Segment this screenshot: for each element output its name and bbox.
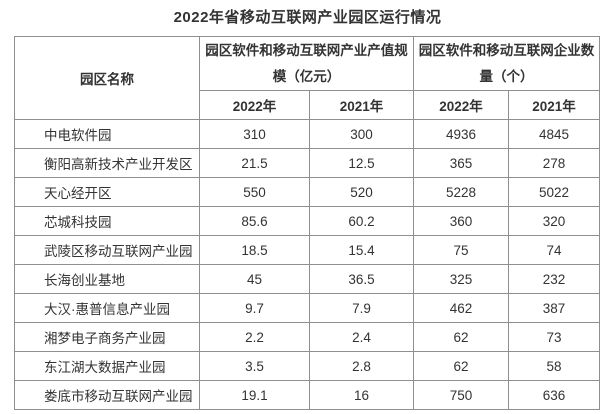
- park-name-cell: 大汉·惠普信息产业园: [14, 293, 200, 323]
- value-cell: 360: [413, 206, 509, 236]
- year-header-companies-2021: 2021年: [508, 90, 600, 120]
- table-row: 娄底市移动互联网产业园 19.1 16 750 636: [14, 380, 600, 410]
- value-cell: 58: [508, 351, 600, 381]
- park-name-header: 园区名称: [14, 36, 200, 120]
- page-title: 2022年省移动互联网产业园区运行情况: [173, 9, 442, 26]
- year-header-companies-2022: 2022年: [413, 90, 509, 120]
- table-row: 长海创业基地 45 36.5 325 232: [14, 264, 600, 294]
- park-name-cell: 中电软件园: [14, 119, 200, 149]
- table-row: 武陵区移动互联网产业园 18.5 15.4 75 74: [14, 235, 600, 265]
- value-cell: 85.6: [199, 206, 310, 236]
- value-cell: 2.8: [309, 351, 414, 381]
- table-row: 衡阳高新技术产业开发区 21.5 12.5 365 278: [14, 148, 600, 178]
- value-cell: 18.5: [199, 235, 310, 265]
- value-cell: 320: [508, 206, 600, 236]
- table-row: 天心经开区 550 520 5228 5022: [14, 177, 600, 207]
- park-name-cell: 武陵区移动互联网产业园: [14, 235, 200, 265]
- value-cell: 520: [309, 177, 414, 207]
- table-row: 大汉·惠普信息产业园 9.7 7.9 462 387: [14, 293, 600, 323]
- value-cell: 4936: [413, 119, 509, 149]
- value-cell: 232: [508, 264, 600, 294]
- year-header-output-2021: 2021年: [309, 90, 414, 120]
- value-cell: 4845: [508, 119, 600, 149]
- group-header-company-count: 园区软件和移动互联网企业数量（个）: [413, 36, 600, 91]
- year-header-output-2022: 2022年: [199, 90, 310, 120]
- value-cell: 2.4: [309, 322, 414, 352]
- value-cell: 300: [309, 119, 414, 149]
- park-name-cell: 芯城科技园: [14, 206, 200, 236]
- value-cell: 365: [413, 148, 509, 178]
- value-cell: 36.5: [309, 264, 414, 294]
- header-group-row: 园区名称 园区软件和移动互联网产业产值规模（亿元） 园区软件和移动互联网企业数量…: [14, 36, 600, 120]
- value-cell: 15.4: [309, 235, 414, 265]
- park-name-cell: 天心经开区: [14, 177, 200, 207]
- value-cell: 9.7: [199, 293, 310, 323]
- value-cell: 278: [508, 148, 600, 178]
- table-row: 芯城科技园 85.6 60.2 360 320: [14, 206, 600, 236]
- value-cell: 5022: [508, 177, 600, 207]
- value-cell: 73: [508, 322, 600, 352]
- value-cell: 550: [199, 177, 310, 207]
- value-cell: 387: [508, 293, 600, 323]
- value-cell: 45: [199, 264, 310, 294]
- value-cell: 750: [413, 380, 509, 410]
- park-name-cell: 东江湖大数据产业园: [14, 351, 200, 381]
- value-cell: 2.2: [199, 322, 310, 352]
- value-cell: 636: [508, 380, 600, 410]
- table-row: 东江湖大数据产业园 3.5 2.8 62 58: [14, 351, 600, 381]
- value-cell: 3.5: [199, 351, 310, 381]
- park-name-cell: 娄底市移动互联网产业园: [14, 380, 200, 410]
- value-cell: 60.2: [309, 206, 414, 236]
- value-cell: 16: [309, 380, 414, 410]
- park-name-cell: 长海创业基地: [14, 264, 200, 294]
- value-cell: 75: [413, 235, 509, 265]
- value-cell: 74: [508, 235, 600, 265]
- value-cell: 462: [413, 293, 509, 323]
- park-name-cell: 湘梦电子商务产业园: [14, 322, 200, 352]
- table-row: 湘梦电子商务产业园 2.2 2.4 62 73: [14, 322, 600, 352]
- table-row: 中电软件园 310 300 4936 4845: [14, 119, 600, 149]
- data-table: 园区名称 园区软件和移动互联网产业产值规模（亿元） 园区软件和移动互联网企业数量…: [14, 36, 600, 410]
- group-header-output-scale: 园区软件和移动互联网产业产值规模（亿元）: [199, 36, 414, 91]
- value-cell: 21.5: [199, 148, 310, 178]
- value-cell: 310: [199, 119, 310, 149]
- value-cell: 19.1: [199, 380, 310, 410]
- value-cell: 7.9: [309, 293, 414, 323]
- header-year-row: 2022年 2021年 2022年 2021年: [15, 90, 600, 120]
- value-cell: 62: [413, 322, 509, 352]
- park-name-cell: 衡阳高新技术产业开发区: [14, 148, 200, 178]
- value-cell: 5228: [413, 177, 509, 207]
- value-cell: 12.5: [309, 148, 414, 178]
- value-cell: 62: [413, 351, 509, 381]
- value-cell: 325: [413, 264, 509, 294]
